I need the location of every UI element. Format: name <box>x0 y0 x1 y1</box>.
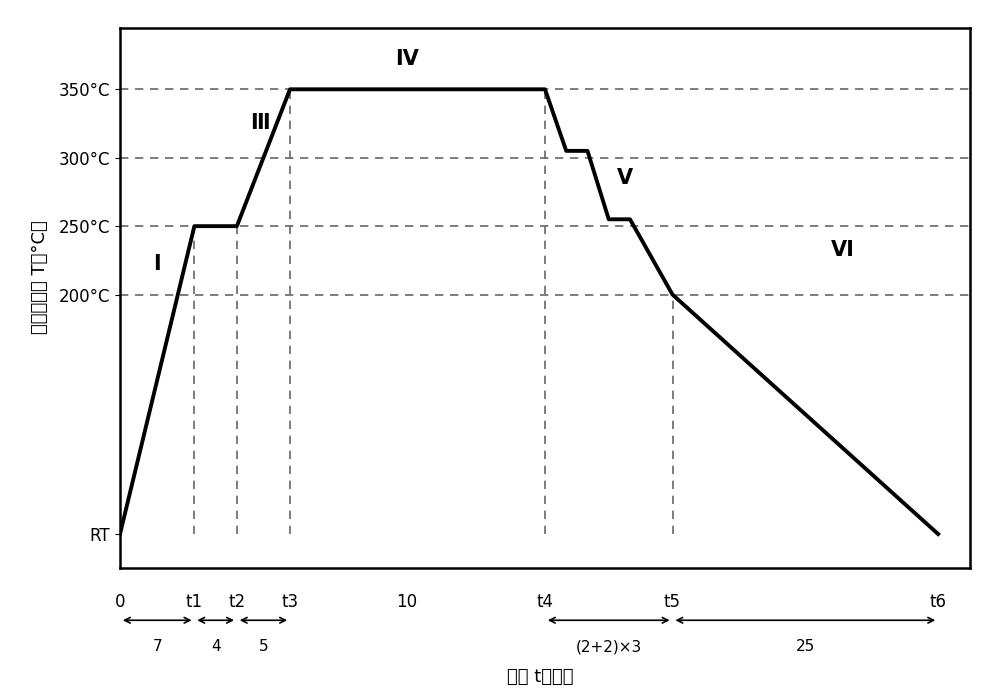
Text: Ⅰ: Ⅰ <box>153 254 161 274</box>
Text: 7: 7 <box>152 640 162 654</box>
Text: 10: 10 <box>396 593 417 611</box>
Text: t6: t6 <box>930 593 947 611</box>
Text: t2: t2 <box>228 593 245 611</box>
Text: Ⅳ: Ⅳ <box>395 49 418 69</box>
Text: t5: t5 <box>664 593 681 611</box>
Text: 施加的温度 T（°C）: 施加的温度 T（°C） <box>31 220 49 334</box>
Text: t4: t4 <box>536 593 554 611</box>
Text: t1: t1 <box>186 593 203 611</box>
Text: Ⅴ: Ⅴ <box>617 168 633 188</box>
Text: Ⅵ: Ⅵ <box>831 240 854 261</box>
Text: (2+2)×3: (2+2)×3 <box>576 640 642 654</box>
Text: 0: 0 <box>115 593 125 611</box>
Text: 5: 5 <box>259 640 268 654</box>
Text: 时间 t（分）: 时间 t（分） <box>507 668 573 686</box>
Text: 4: 4 <box>211 640 220 654</box>
Text: Ⅲ: Ⅲ <box>250 113 270 133</box>
Text: t3: t3 <box>281 593 299 611</box>
Text: 25: 25 <box>796 640 815 654</box>
